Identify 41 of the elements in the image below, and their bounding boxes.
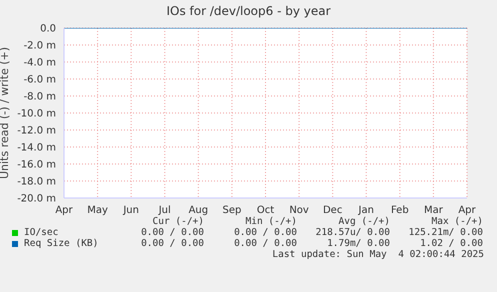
text: 0.00 / 0.00: [233, 227, 297, 238]
x-tick-label: Apr: [55, 205, 74, 216]
x-tick-label: Jul: [158, 205, 171, 216]
y-tick-label: -14.0 m: [17, 142, 56, 154]
text: 1.02 / 0.00: [419, 238, 483, 249]
y-tick-label: -12.0 m: [17, 126, 56, 137]
text: 125.21m/ 0.00: [408, 227, 483, 238]
text: 0.00 / 0.00: [233, 238, 297, 249]
x-tick-label: Sep: [222, 205, 242, 216]
y-tick-label: -8.0 m: [24, 92, 56, 103]
y-tick-label: -18.0 m: [17, 176, 56, 188]
text: 218.57u/ 0.00: [314, 227, 390, 238]
x-tick-label: Jun: [122, 205, 139, 216]
x-tick-label: Mar: [424, 205, 444, 216]
legend-label: Req Size (KB): [23, 238, 100, 249]
x-tick-label: Feb: [390, 205, 409, 216]
y-tick-label: -20.0 m: [17, 194, 56, 205]
x-tick-label: Jan: [358, 205, 374, 216]
y-tick-label: -4.0 m: [24, 58, 56, 69]
text: Max (-/+): [430, 216, 483, 227]
x-tick-label: May: [87, 205, 108, 216]
y-tick-label: -2.0 m: [24, 40, 56, 52]
text: Last update: Sun May 4 02:00:44 2025: [271, 249, 484, 260]
x-tick-label: Oct: [256, 205, 274, 216]
y-tick-label: -6.0 m: [24, 74, 56, 86]
y-tick-label: 0.0: [40, 24, 56, 35]
text: Min (-/+): [244, 216, 297, 227]
text: Avg (-/+): [338, 216, 390, 227]
x-tick-label: Nov: [289, 205, 309, 216]
text: 0.00 / 0.00: [140, 227, 204, 238]
x-tick-label: Dec: [322, 205, 342, 216]
chart-title: IOs for /dev/loop6 - by year: [165, 4, 332, 20]
legend-label: IO/sec: [23, 227, 60, 238]
y-axis-title: Units read (-) / write (+): [0, 46, 11, 180]
y-tick-label: -16.0 m: [17, 160, 56, 171]
text: 1.79m/ 0.00: [326, 238, 390, 249]
text: 0.00 / 0.00: [140, 238, 204, 249]
x-tick-label: Apr: [458, 205, 477, 216]
text: Cur (-/+): [152, 216, 204, 227]
y-tick-label: -10.0 m: [17, 108, 56, 120]
x-tick-label: Aug: [188, 205, 208, 216]
